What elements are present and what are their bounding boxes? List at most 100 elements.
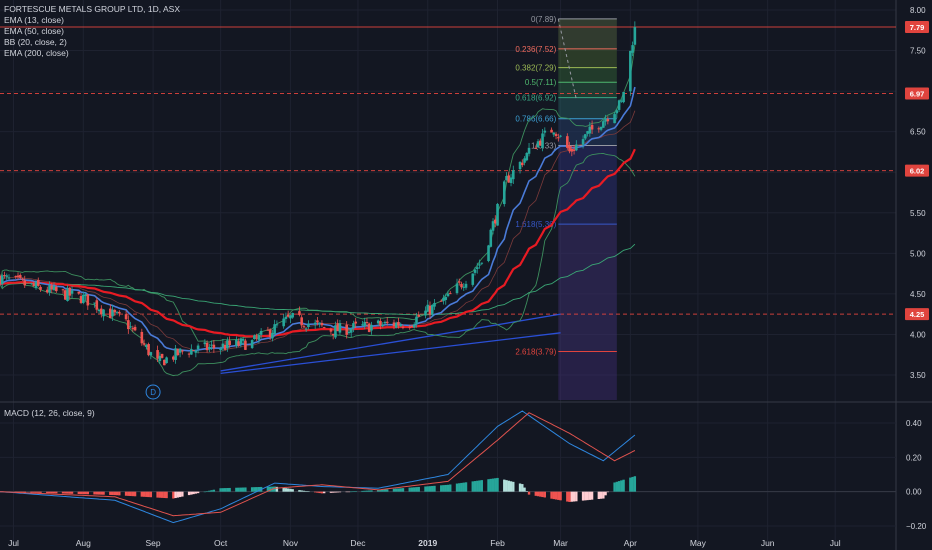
candle-body: [68, 287, 72, 296]
candle-body: [433, 302, 436, 307]
candle-body: [194, 350, 198, 353]
candle-body: [442, 297, 445, 302]
fib-zone: [558, 48, 617, 68]
candle-body: [181, 350, 184, 352]
y-tick-label: 5.50: [910, 209, 926, 218]
candle-body: [250, 340, 254, 348]
macd-histogram-bar: [347, 491, 351, 493]
candle-body: [424, 310, 427, 316]
candle-body: [257, 335, 261, 340]
candle-body: [394, 322, 398, 328]
macd-histogram-bar: [268, 486, 272, 492]
fib-level-label: 0.5(7.11): [525, 78, 557, 87]
macd-histogram-bar: [521, 484, 524, 492]
candle-body: [417, 314, 421, 317]
macd-histogram-bar: [111, 491, 114, 496]
macd-histogram-bar: [219, 488, 222, 492]
macd-histogram-bar: [102, 491, 105, 495]
candle-body: [63, 290, 67, 300]
candle-body: [370, 324, 373, 331]
candle-body: [334, 325, 337, 338]
macd-histogram-bar: [61, 491, 65, 494]
candle-body: [221, 343, 225, 348]
candle-body: [415, 316, 418, 324]
macd-histogram-bar: [336, 491, 339, 493]
candle-body: [361, 324, 364, 326]
candle-body: [570, 148, 574, 152]
candle-body: [566, 136, 569, 148]
macd-histogram-bar: [109, 491, 112, 495]
macd-histogram-bar: [320, 491, 324, 494]
candle-body: [271, 332, 274, 339]
macd-histogram-bar: [458, 483, 461, 492]
price-box: [905, 87, 929, 100]
candle-body: [149, 352, 153, 356]
candle-body: [208, 347, 211, 350]
fib-level-label: 0.236(7.52): [515, 45, 556, 54]
price-box: [905, 164, 929, 177]
indicator-ema13: EMA (13, close): [4, 15, 64, 25]
macd-histogram-bar: [302, 490, 306, 492]
macd-histogram-bar: [507, 480, 510, 492]
macd-histogram-bar: [250, 487, 254, 492]
macd-histogram-bar: [512, 481, 515, 492]
x-tick-label: Feb: [490, 538, 505, 548]
candle-body: [392, 322, 396, 327]
macd-histogram-bar: [397, 488, 400, 492]
macd-histogram-bar: [39, 491, 42, 493]
macd-histogram-bar: [604, 491, 607, 496]
candle-body: [568, 146, 571, 152]
macd-histogram-bar: [34, 491, 38, 493]
candle-body: [235, 339, 238, 347]
macd-histogram-bar: [338, 491, 342, 493]
candle-body: [187, 353, 191, 355]
macd-histogram-bar: [30, 491, 33, 493]
candle-body: [0, 275, 2, 285]
candle-body: [176, 348, 180, 356]
macd-histogram-bar: [322, 491, 326, 494]
fib-zone: [558, 224, 617, 352]
candle-body: [399, 324, 403, 327]
candle-body: [631, 45, 634, 53]
macd-histogram-bar: [282, 487, 285, 492]
macd-histogram-bar: [275, 486, 279, 492]
candle-body: [511, 170, 515, 180]
fib-level-label: 0.618(6.92): [515, 94, 556, 103]
candle-body: [352, 323, 355, 328]
macd-histogram-bar: [129, 491, 132, 497]
candle-body: [77, 291, 81, 294]
candle-body: [172, 356, 175, 360]
macd-histogram-bar: [473, 481, 477, 492]
macd-histogram-bar: [395, 488, 398, 492]
price-box-label: 6.02: [910, 167, 925, 176]
candle-body: [460, 283, 463, 288]
fib-level-label: 1.618(5.36): [515, 220, 556, 229]
y-tick-label: 4.50: [910, 290, 926, 299]
candle-body: [3, 275, 6, 277]
macd-histogram-bar: [82, 491, 85, 495]
macd-histogram-bar: [190, 491, 193, 495]
candle-body: [212, 344, 216, 349]
candle-body: [365, 322, 369, 324]
macd-histogram-bar: [145, 491, 148, 497]
candle-body: [412, 324, 416, 328]
candle-body: [599, 126, 603, 130]
candle-body: [471, 273, 475, 285]
macd-histogram-bar: [588, 491, 592, 500]
macd-histogram-bar: [228, 487, 231, 492]
candle-body: [48, 285, 51, 293]
x-tick-label: Nov: [283, 538, 299, 548]
candle-body: [5, 275, 9, 277]
macd-histogram-bar: [615, 481, 619, 492]
price-box: [905, 308, 929, 321]
macd-histogram-bar: [363, 490, 366, 492]
candle-body: [559, 135, 562, 137]
candle-body: [617, 100, 621, 110]
macd-histogram-bar: [487, 479, 490, 492]
macd-histogram-bar: [471, 481, 474, 492]
candle-body: [633, 27, 637, 45]
candle-body: [557, 137, 560, 139]
macd-histogram-bar: [142, 491, 146, 497]
candle-body: [196, 345, 200, 350]
macd-histogram-bar: [284, 488, 288, 492]
